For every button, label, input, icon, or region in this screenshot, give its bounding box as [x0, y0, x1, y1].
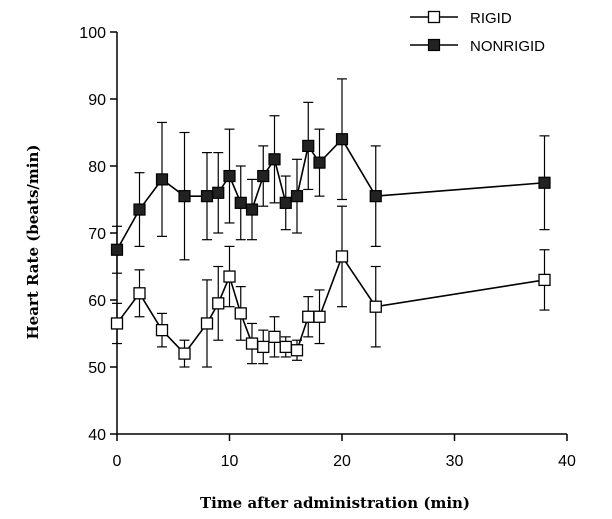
- data-point: [212, 186, 225, 199]
- y-tick-label: 100: [79, 25, 106, 42]
- data-point: [200, 317, 214, 330]
- data-point: [133, 203, 146, 216]
- plot-area: [110, 78, 551, 368]
- data-point: [234, 196, 247, 209]
- legend-entry-rigid: RIGID: [410, 10, 512, 27]
- legend: RIGID NONRIGID: [410, 10, 545, 55]
- data-point: [538, 176, 551, 189]
- data-point: [257, 169, 270, 183]
- x-tick-label: 0: [113, 453, 122, 470]
- y-tick-label: 60: [88, 293, 106, 310]
- data-point: [335, 133, 349, 146]
- data-point: [245, 337, 259, 350]
- series-rigid: [110, 205, 551, 368]
- data-point: [155, 323, 169, 337]
- data-point: [110, 317, 124, 330]
- legend-marker: [427, 38, 441, 52]
- y-tick-label: 90: [88, 92, 106, 109]
- data-point: [223, 270, 236, 283]
- data-point: [178, 347, 191, 360]
- data-point: [223, 169, 236, 183]
- y-tick-label: 50: [88, 360, 106, 377]
- series-line: [116, 254, 545, 355]
- axes: 40 50 60 70 80 90 100 0 10 20 30 40: [79, 25, 576, 470]
- data-point: [290, 190, 304, 203]
- data-point: [302, 310, 315, 323]
- x-tick-label: 10: [221, 453, 239, 470]
- data-point: [268, 330, 281, 344]
- y-axis-label: Heart Rate (beats/min): [24, 145, 42, 340]
- data-point: [313, 310, 326, 323]
- x-tick-label: 40: [558, 453, 576, 470]
- data-point: [245, 203, 259, 216]
- data-point: [335, 250, 349, 263]
- data-point: [133, 287, 146, 300]
- data-point: [234, 307, 247, 320]
- data-point: [178, 190, 191, 203]
- legend-label: NONRIGID: [470, 38, 545, 55]
- y-tick-label: 80: [88, 159, 106, 176]
- y-tick-label: 40: [88, 427, 106, 444]
- data-point: [313, 156, 326, 169]
- data-point: [290, 344, 304, 357]
- legend-marker: [427, 10, 441, 24]
- data-point: [200, 190, 214, 203]
- data-point: [369, 190, 382, 203]
- data-point: [302, 139, 315, 152]
- legend-entry-nonrigid: NONRIGID: [410, 38, 545, 55]
- data-point: [538, 273, 551, 287]
- legend-label: RIGID: [470, 10, 512, 27]
- x-tick-label: 30: [446, 453, 464, 470]
- x-axis-label: Time after administration (min): [200, 494, 470, 512]
- series-nonrigid: [110, 78, 551, 274]
- y-tick-label: 70: [88, 226, 106, 243]
- data-point: [268, 153, 281, 166]
- data-point: [369, 300, 382, 313]
- data-point: [279, 340, 292, 354]
- data-point: [257, 340, 270, 354]
- data-point: [279, 196, 292, 209]
- data-point: [110, 243, 124, 256]
- data-point: [155, 173, 169, 186]
- data-point: [212, 297, 225, 310]
- x-tick-label: 20: [333, 453, 351, 470]
